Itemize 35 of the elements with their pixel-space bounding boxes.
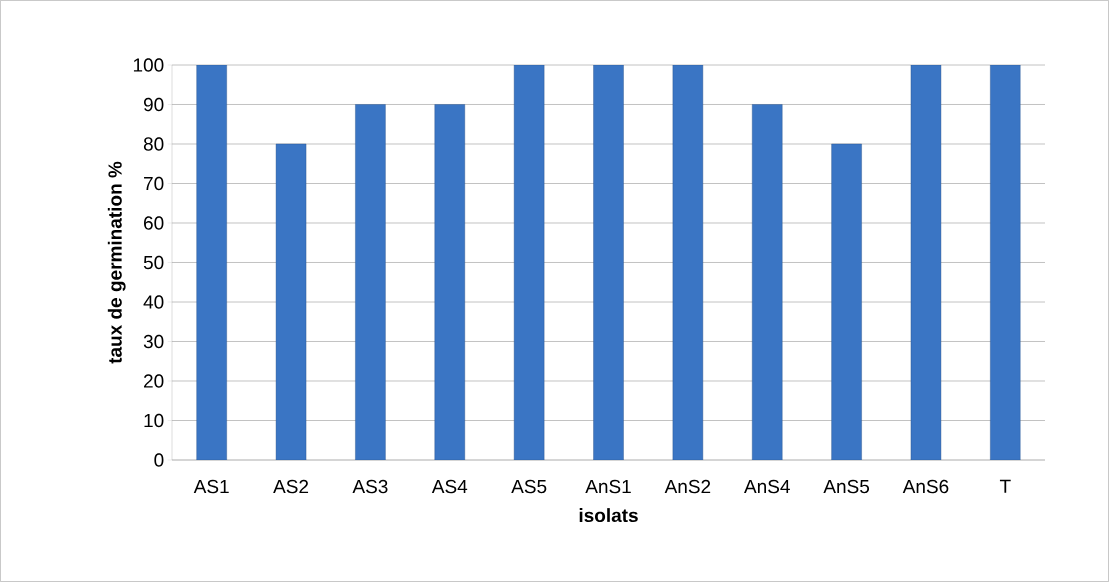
bar	[752, 104, 783, 460]
y-tick-label: 30	[143, 334, 164, 349]
bar	[593, 65, 624, 460]
y-tick-label: 50	[143, 255, 164, 270]
bar	[672, 65, 704, 460]
x-tick-label: AS1	[193, 479, 229, 494]
bar	[355, 104, 386, 460]
x-tick-label: AS5	[511, 479, 547, 494]
bar	[196, 65, 227, 460]
x-tick-label: AS4	[431, 479, 468, 494]
y-tick-label: 70	[144, 176, 164, 191]
bar	[513, 65, 545, 460]
y-axis-title: taux de germination %	[107, 161, 126, 364]
bar	[831, 143, 862, 460]
y-tick-label: 80	[143, 137, 164, 151]
x-tick-label: AS2	[273, 479, 309, 494]
y-tick-label: 10	[144, 413, 164, 428]
x-tick-label: AnS4	[744, 479, 790, 494]
y-tick-label: 90	[143, 97, 164, 112]
bar	[434, 104, 465, 460]
x-tick-label: T	[999, 479, 1011, 493]
y-tick-label: 0	[154, 453, 164, 467]
bar	[990, 65, 1021, 460]
y-tick-label: 40	[143, 295, 164, 309]
bar	[910, 65, 942, 460]
x-tick-label: AnS6	[902, 479, 949, 494]
x-axis-title: isolats	[579, 508, 638, 523]
x-tick-label: AnS1	[585, 479, 631, 494]
x-tick-label: AnS2	[664, 479, 711, 494]
bar	[275, 143, 307, 460]
y-tick-label: 60	[144, 216, 164, 230]
x-tick-label: AS3	[352, 479, 388, 494]
y-tick-label: 100	[133, 58, 164, 72]
x-tick-label: AnS5	[823, 479, 870, 494]
y-tick-label: 20	[144, 374, 164, 388]
